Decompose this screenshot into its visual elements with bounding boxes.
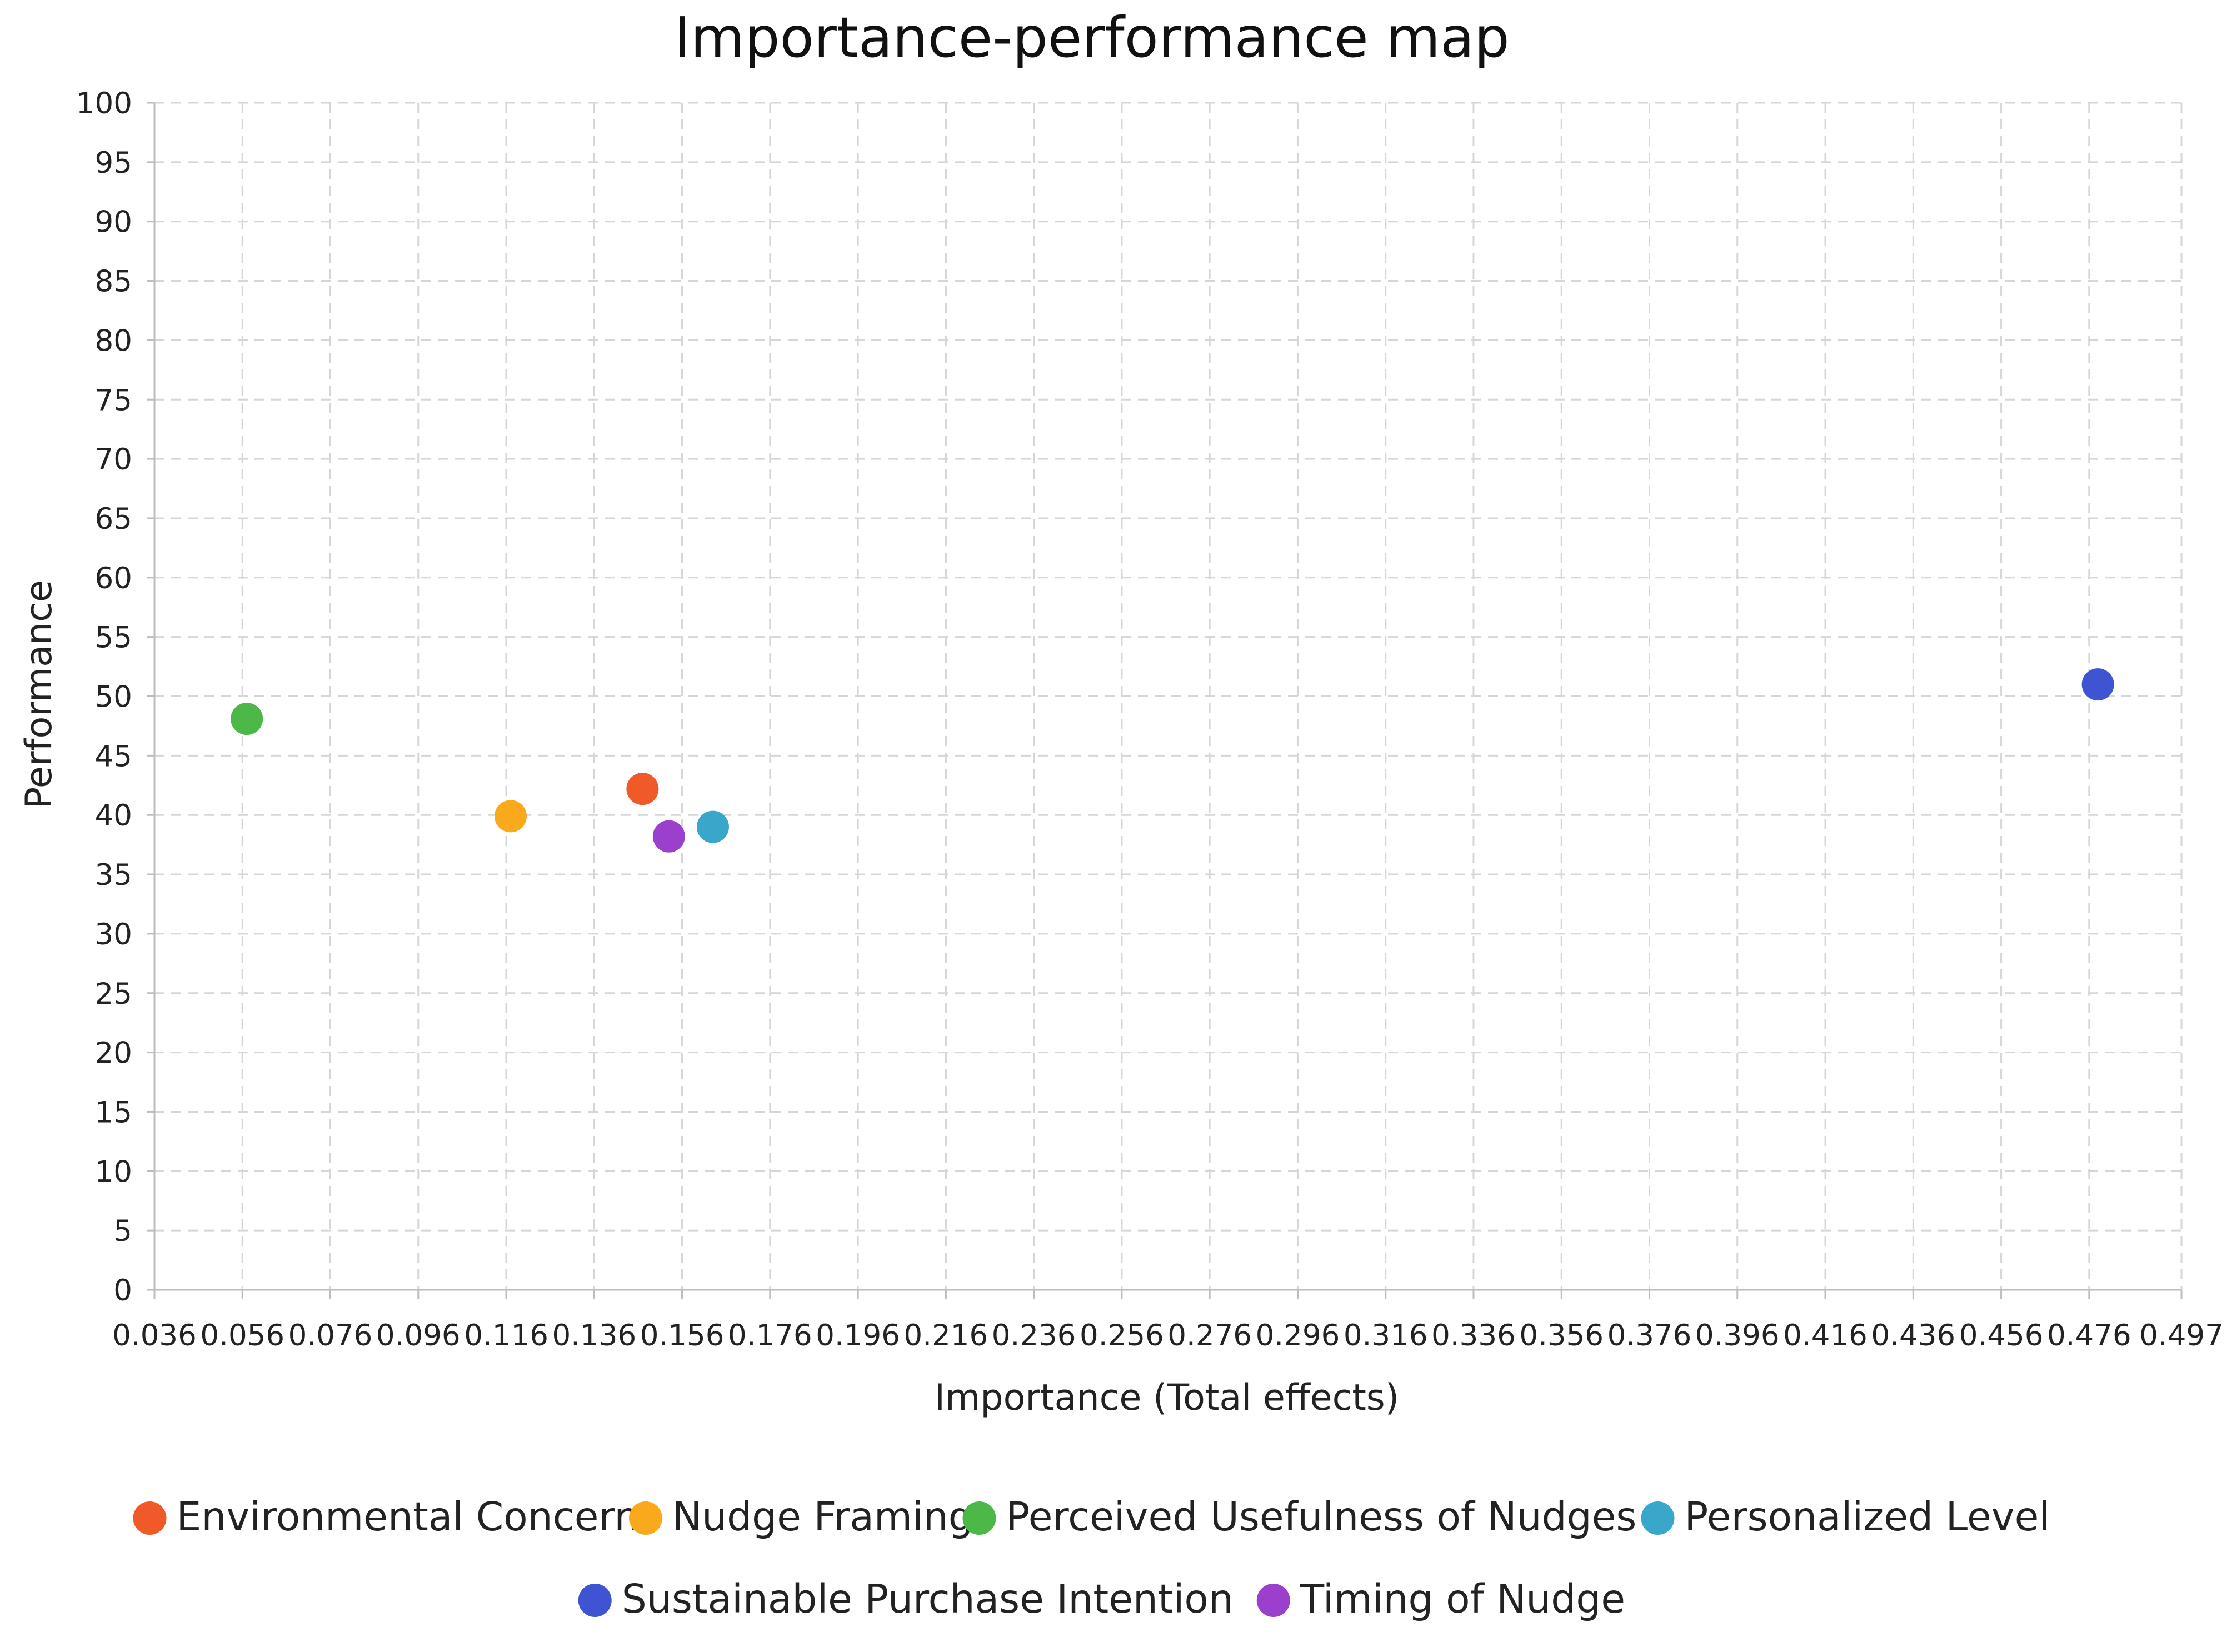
y-tick-label: 40: [95, 799, 132, 833]
legend-label: Nudge Framing: [672, 1494, 973, 1540]
y-tick-label: 35: [95, 858, 132, 892]
x-tick-label: 0.416: [1783, 1319, 1868, 1353]
legend-marker: [962, 1501, 996, 1535]
x-tick-label: 0.276: [1167, 1319, 1252, 1353]
data-point: [494, 800, 527, 833]
x-tick-label: 0.376: [1607, 1319, 1692, 1353]
data-point: [2081, 668, 2114, 701]
axes: [147, 102, 2183, 1299]
y-tick-label: 55: [95, 621, 132, 655]
x-tick-label: 0.136: [552, 1319, 636, 1353]
legend-marker: [1641, 1501, 1675, 1535]
legend-marker: [578, 1584, 612, 1617]
x-tick-label: 0.456: [1959, 1319, 2044, 1353]
y-tick-labels: 0 5 10 15 20 25 30 35 40 45 50 55 60 65 70 75 80 85 90 95 10…: [76, 87, 132, 1308]
y-tick-label: 50: [95, 680, 132, 714]
y-tick-label: 45: [95, 739, 132, 773]
legend-label: Timing of Nudge: [1300, 1576, 1625, 1622]
y-tick-label: 75: [95, 383, 132, 417]
y-tick-label: 80: [95, 324, 132, 358]
data-point: [626, 773, 659, 805]
x-tick-label: 0.476: [2047, 1319, 2131, 1353]
data-points: [231, 668, 2114, 853]
y-tick-label: 65: [95, 502, 132, 536]
data-point: [696, 810, 729, 843]
x-tick-label: 0.436: [1871, 1319, 1955, 1353]
x-tick-label: 0.236: [992, 1319, 1076, 1353]
x-tick-label: 0.336: [1431, 1319, 1516, 1353]
x-tick-label: 0.497: [2139, 1319, 2224, 1353]
x-axis-title: Importance (Total effects): [935, 1377, 1399, 1419]
x-tick-label: 0.056: [200, 1319, 284, 1353]
y-tick-label: 60: [95, 562, 132, 595]
y-tick-label: 25: [95, 977, 132, 1011]
y-tick-label: 70: [95, 443, 132, 477]
x-tick-label: 0.216: [904, 1319, 988, 1353]
x-tick-label: 0.036: [112, 1319, 197, 1353]
x-tick-label: 0.116: [464, 1319, 548, 1353]
x-tick-label: 0.356: [1519, 1319, 1604, 1353]
legend: Environmental Concern Nudge Framing Percei…: [133, 1494, 2050, 1622]
y-gridlines: [154, 102, 2181, 1291]
data-point: [231, 703, 263, 735]
x-tick-label: 0.076: [288, 1319, 373, 1353]
legend-label: Perceived Usefulness of Nudges: [1006, 1494, 1637, 1540]
x-tick-label: 0.176: [728, 1319, 812, 1353]
y-tick-label: 90: [95, 206, 132, 239]
x-tick-label: 0.196: [816, 1319, 900, 1353]
data-point: [652, 820, 685, 853]
y-tick-label: 10: [95, 1155, 132, 1189]
y-axis-title: Performance: [18, 580, 60, 809]
legend-label: Sustainable Purchase Intention: [622, 1576, 1234, 1622]
x-tick-label: 0.256: [1080, 1319, 1164, 1353]
legend-marker: [1256, 1584, 1290, 1617]
legend-marker: [629, 1501, 662, 1535]
y-tick-label: 5: [113, 1214, 132, 1248]
y-tick-label: 100: [76, 87, 132, 121]
legend-marker: [133, 1501, 167, 1535]
x-tick-label: 0.296: [1256, 1319, 1340, 1353]
x-tick-label: 0.156: [640, 1319, 725, 1353]
x-tick-label: 0.096: [376, 1319, 461, 1353]
y-tick-label: 15: [95, 1095, 132, 1129]
y-tick-label: 85: [95, 265, 132, 299]
x-tick-label: 0.396: [1695, 1319, 1780, 1353]
y-tick-label: 30: [95, 918, 132, 952]
x-tick-labels: 0.036 0.056 0.076 0.096 0.116 0.136 0.156 0.176…: [112, 1319, 2224, 1353]
y-tick-label: 20: [95, 1037, 132, 1070]
chart-title: Importance-performance map: [674, 5, 1510, 70]
x-tick-label: 0.316: [1344, 1319, 1428, 1353]
legend-label: Personalized Level: [1685, 1494, 2050, 1540]
x-gridlines: [153, 103, 2183, 1290]
y-tick-label: 95: [95, 146, 132, 180]
legend-label: Environmental Concern: [177, 1494, 640, 1540]
y-tick-label: 0: [113, 1274, 132, 1308]
